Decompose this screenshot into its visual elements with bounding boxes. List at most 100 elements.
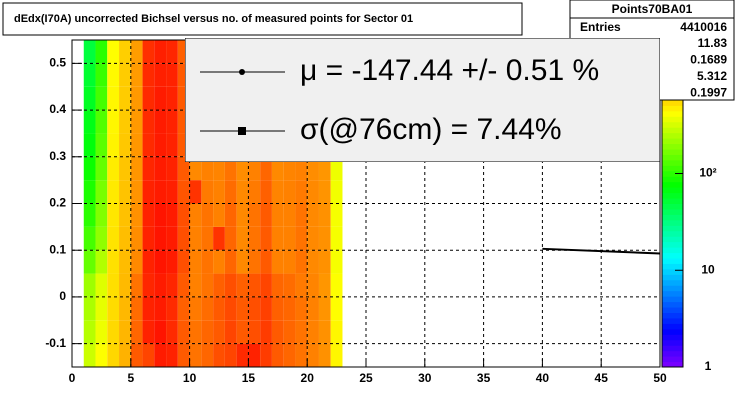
color-bar-step (662, 203, 683, 210)
heatmap-cell (189, 250, 202, 274)
heatmap-cell (283, 226, 296, 251)
heatmap-cell (130, 296, 143, 321)
heatmap-cell (142, 203, 155, 227)
heatmap-cell (107, 180, 120, 204)
heatmap-cell (83, 63, 96, 87)
color-bar-step (662, 149, 683, 155)
heatmap-cell (177, 273, 190, 297)
stats-label: Entries (580, 20, 621, 34)
heatmap-cell (119, 296, 131, 321)
heatmap-cell (213, 320, 225, 344)
heatmap-cell (248, 320, 261, 344)
heatmap-cell (318, 180, 331, 204)
heatmap-cell (107, 273, 120, 297)
heatmap-cell (95, 110, 108, 134)
heatmap-cell (307, 203, 319, 227)
color-bar-step (662, 192, 683, 199)
heatmap-cell (295, 180, 308, 204)
x-tick-label: 5 (127, 371, 134, 385)
color-bar-step (662, 132, 683, 139)
heatmap-cell (271, 250, 284, 274)
heatmap-cell (271, 180, 284, 204)
heatmap-cell (330, 180, 343, 204)
heatmap-cell (119, 86, 131, 111)
heatmap-cell (177, 180, 190, 204)
x-tick-label: 35 (477, 371, 491, 385)
y-tick-label: 0.5 (49, 56, 66, 70)
heatmap-cell (95, 203, 108, 227)
heatmap-cell (142, 133, 155, 157)
heatmap-cell (330, 250, 343, 274)
heatmap-cell (307, 320, 319, 344)
z-tick-label: 1 (705, 359, 712, 373)
x-tick-label: 50 (653, 371, 667, 385)
heatmap-cell (95, 250, 108, 274)
color-bar-step (662, 328, 683, 335)
heatmap-cell (295, 156, 308, 181)
heatmap-cell (330, 273, 343, 297)
x-tick-label: 45 (595, 371, 609, 385)
heatmap-cell (260, 250, 272, 274)
heatmap-cell (271, 320, 284, 344)
heatmap-cell (283, 156, 296, 181)
heatmap-cell (307, 273, 319, 297)
heatmap-cell (189, 203, 202, 227)
legend-box (185, 38, 660, 162)
heatmap-cell (177, 40, 190, 64)
x-tick-label: 0 (69, 371, 76, 385)
legend-entry: σ(@76cm) = 7.44% (300, 113, 562, 146)
heatmap-cell (130, 133, 143, 157)
heatmap-cell (142, 273, 155, 297)
heatmap-cell (283, 203, 296, 227)
heatmap-cell (166, 343, 178, 367)
color-bar-step (662, 247, 683, 254)
heatmap-cell (295, 320, 308, 344)
heatmap-cell (330, 296, 343, 321)
color-bar-step (662, 138, 683, 145)
heatmap-cell (295, 273, 308, 297)
z-tick-label: 10 (701, 262, 715, 276)
heatmap-cell (166, 296, 178, 321)
heatmap-cell (119, 156, 131, 181)
x-tick-label: 10 (183, 371, 197, 385)
heatmap-cell (107, 86, 120, 111)
heatmap-cell (119, 273, 131, 297)
heatmap-cell (83, 203, 96, 227)
heatmap-cell (224, 180, 237, 204)
heatmap-cell (119, 40, 131, 64)
color-bar-step (662, 356, 683, 363)
heatmap-cell (83, 343, 96, 367)
heatmap-cell (83, 133, 96, 157)
heatmap-cell (295, 203, 308, 227)
heatmap-cell (307, 180, 319, 204)
heatmap-cell (83, 110, 96, 134)
y-tick-label: -0.1 (45, 336, 66, 350)
x-tick-label: 15 (242, 371, 256, 385)
heatmap-cell (107, 63, 120, 87)
heatmap-cell (166, 203, 178, 227)
heatmap-cell (83, 250, 96, 274)
heatmap-cell (130, 273, 143, 297)
heatmap-cell (330, 156, 343, 181)
heatmap-cell (318, 320, 331, 344)
fit-line (542, 247, 661, 255)
heatmap-cell (307, 296, 319, 321)
heatmap-cell (318, 250, 331, 274)
heatmap-cell (154, 320, 167, 344)
heatmap-cell (260, 273, 272, 297)
heatmap-cell (166, 180, 178, 204)
heatmap-cell (213, 156, 225, 181)
heatmap-cell (142, 156, 155, 181)
heatmap-cell (236, 250, 249, 274)
heatmap-cell (95, 86, 108, 111)
color-bar-step (662, 350, 683, 357)
x-tick-label: 20 (301, 371, 315, 385)
color-bar-step (662, 307, 683, 313)
color-bar-step (662, 301, 683, 308)
heatmap-cell (107, 250, 120, 274)
heatmap-cell (166, 63, 178, 87)
heatmap-cell (248, 250, 261, 274)
color-bar-step (662, 170, 683, 177)
heatmap-cell (224, 250, 237, 274)
